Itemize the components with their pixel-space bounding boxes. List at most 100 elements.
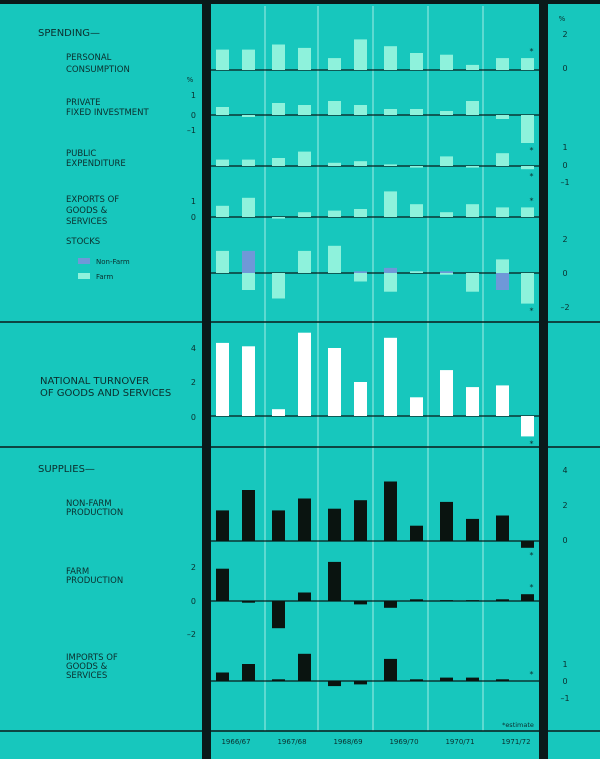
- data-bar: [298, 332, 311, 416]
- data-bar: [384, 191, 397, 217]
- panel-label: SERVICES: [66, 671, 107, 681]
- data-bar: [354, 273, 367, 282]
- data-bar: [354, 271, 367, 273]
- data-bar: [242, 490, 255, 541]
- panel-label: EXPENDITURE: [66, 159, 126, 169]
- data-bar: [354, 105, 367, 115]
- data-bar: [384, 164, 397, 166]
- axis-tick-label: 2: [562, 501, 567, 510]
- data-bar: [354, 601, 367, 605]
- data-bar: [521, 273, 534, 304]
- data-bar: [496, 385, 509, 416]
- data-bar: [466, 64, 479, 70]
- data-bar: [242, 197, 255, 217]
- frame-top-bar: [0, 0, 600, 4]
- axis-tick-label: 0: [562, 269, 567, 278]
- axis-tick-label: –1: [187, 126, 196, 135]
- data-bar: [328, 101, 341, 115]
- data-bar: [440, 501, 453, 541]
- data-bar: [466, 600, 479, 601]
- data-bar: [328, 681, 341, 687]
- panel-label: CONSUMPTION: [66, 65, 130, 75]
- data-bar: [242, 49, 255, 70]
- data-bar: [440, 271, 453, 273]
- estimate-marker: *: [530, 583, 534, 592]
- x-axis-label: 1966/67: [221, 738, 250, 746]
- panel-label: OF GOODS AND SERVICES: [40, 388, 171, 399]
- axis-tick-label: –1: [560, 694, 569, 703]
- data-bar: [384, 601, 397, 608]
- axis-tick-label: 0: [562, 64, 567, 73]
- data-bar: [354, 209, 367, 217]
- data-bar: [216, 672, 229, 681]
- data-bar: [496, 599, 509, 601]
- data-bar: [328, 162, 341, 166]
- data-bar: [410, 599, 423, 601]
- axis-tick-label: 0: [562, 677, 567, 686]
- data-bar: [440, 156, 453, 166]
- data-bar: [242, 273, 255, 290]
- percent-symbol: %: [187, 76, 194, 84]
- data-bar: [410, 679, 423, 681]
- data-bar: [216, 107, 229, 115]
- data-bar: [466, 101, 479, 115]
- data-bar: [216, 250, 229, 273]
- footnote: *estimate: [502, 721, 534, 729]
- data-bar: [328, 508, 341, 541]
- data-bar: [496, 679, 509, 681]
- axis-tick-label: 1: [191, 197, 196, 206]
- data-bar: [466, 518, 479, 541]
- data-bar: [242, 159, 255, 166]
- axis-tick-label: 2: [191, 378, 196, 387]
- data-bar: [328, 348, 341, 416]
- data-bar: [272, 217, 285, 219]
- data-bar: [328, 245, 341, 273]
- data-bar: [521, 416, 534, 437]
- data-bar: [216, 159, 229, 166]
- data-bar: [410, 204, 423, 217]
- axis-tick-label: 2: [562, 30, 567, 39]
- axis-tick-label: 0: [562, 161, 567, 170]
- panel-label: PRODUCTION: [66, 508, 123, 518]
- data-bar: [272, 44, 285, 70]
- data-bar: [440, 111, 453, 115]
- percent-symbol: %: [559, 15, 566, 23]
- data-bar: [242, 664, 255, 681]
- panel-label: FIXED INVESTMENT: [66, 108, 150, 118]
- data-bar: [216, 342, 229, 416]
- data-bar: [496, 259, 509, 273]
- data-bar: [242, 601, 255, 603]
- data-bar: [466, 387, 479, 416]
- data-bar: [496, 515, 509, 541]
- axis-tick-label: 1: [562, 660, 567, 669]
- x-axis-label: 1971/72: [501, 738, 530, 746]
- panel-label: PRIVATE: [66, 98, 101, 108]
- data-bar: [242, 115, 255, 117]
- data-bar: [272, 103, 285, 115]
- data-bar: [466, 166, 479, 168]
- estimate-marker: *: [530, 47, 534, 56]
- estimate-marker: *: [530, 172, 534, 181]
- data-bar: [466, 273, 479, 292]
- data-bar: [440, 273, 453, 275]
- data-bar: [410, 525, 423, 541]
- data-bar: [384, 267, 397, 273]
- data-bar: [298, 653, 311, 681]
- data-bar: [440, 212, 453, 217]
- x-axis-label: 1968/69: [333, 738, 362, 746]
- panel-label: NON-FARM: [66, 499, 112, 509]
- data-bar: [242, 346, 255, 416]
- panel-label: PERSONAL: [66, 53, 112, 63]
- x-axis-label: 1967/68: [277, 738, 306, 746]
- data-bar: [384, 337, 397, 416]
- axis-tick-label: 4: [191, 344, 196, 353]
- data-bar: [298, 250, 311, 273]
- data-bar: [272, 273, 285, 299]
- axis-tick-label: 0: [191, 111, 196, 120]
- data-bar: [216, 205, 229, 217]
- data-bar: [384, 658, 397, 681]
- axis-tick-label: 2: [191, 563, 196, 572]
- data-bar: [521, 166, 534, 170]
- data-bar: [410, 53, 423, 70]
- panel-label: PUBLIC: [66, 149, 96, 159]
